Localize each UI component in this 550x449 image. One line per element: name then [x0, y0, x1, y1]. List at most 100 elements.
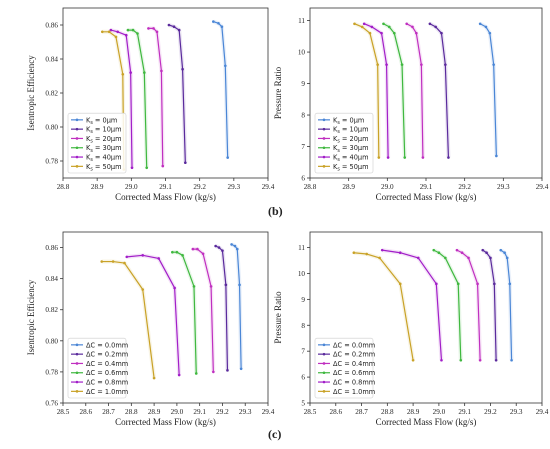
- legend-marker: [75, 352, 79, 356]
- data-point: [129, 71, 132, 74]
- x-tick-label: 29.4: [536, 183, 549, 191]
- y-tick-label: 11: [298, 244, 305, 252]
- data-point: [455, 248, 459, 252]
- data-point: [392, 31, 396, 35]
- legend-label: Ks = 30μm: [333, 144, 369, 154]
- x-tick-label: 29.3: [239, 408, 252, 416]
- legend-marker: [322, 390, 326, 393]
- data-point: [378, 256, 381, 260]
- data-point: [226, 156, 229, 159]
- x-tick-label: 29.0: [381, 183, 394, 191]
- data-point: [177, 28, 181, 32]
- x-tick-label: 29.1: [458, 408, 471, 416]
- data-point: [398, 251, 402, 255]
- series-2: [428, 21, 451, 159]
- data-point: [499, 248, 503, 252]
- series-3: [147, 26, 165, 168]
- legend-label: Ks = 40μm: [333, 153, 369, 163]
- data-point: [125, 255, 129, 259]
- data-point: [459, 358, 463, 362]
- data-point: [177, 373, 181, 377]
- data-point: [192, 285, 196, 288]
- legend-label: ΔC = 0.0mm: [333, 341, 375, 349]
- y-tick-label: 0.80: [45, 124, 58, 132]
- data-point: [447, 156, 450, 159]
- data-point: [209, 285, 213, 288]
- data-point: [223, 64, 227, 68]
- data-point: [191, 247, 195, 251]
- x-tick-label: 29.2: [458, 183, 471, 191]
- legend-marker: [322, 137, 326, 140]
- legend-marker: [75, 343, 79, 347]
- x-tick-label: 29.1: [420, 183, 433, 191]
- legend-label: ΔC = 0.2mm: [86, 351, 128, 359]
- plot-frame: [62, 231, 269, 404]
- chart-c-pr: 28.5 28.6 28.7 28.8 28.9 29.0 29.1 29.2 29.3 29.4…: [273, 231, 549, 427]
- data-point: [100, 260, 104, 263]
- series-2: [167, 23, 188, 164]
- data-point: [444, 256, 447, 260]
- series-1: [478, 21, 499, 158]
- legend-marker: [75, 380, 79, 384]
- y-axis-label: Isentropic Efficiency: [26, 55, 36, 131]
- legend-label: ΔC = 0.2mm: [333, 351, 375, 359]
- data-point: [152, 27, 155, 30]
- y-tick-label: 11: [298, 17, 305, 25]
- data-point: [124, 33, 128, 37]
- y-tick-label: 0.84: [45, 275, 58, 283]
- data-point: [510, 358, 513, 362]
- data-point: [152, 376, 156, 380]
- data-point: [377, 156, 381, 159]
- y-tick-label: 8: [301, 112, 305, 120]
- y-tick-label: 7: [301, 143, 305, 151]
- legend-marker: [322, 146, 326, 150]
- data-point: [233, 244, 237, 248]
- data-point: [493, 282, 496, 286]
- data-point: [141, 288, 145, 291]
- data-point: [478, 358, 482, 362]
- series-5: [125, 253, 182, 377]
- legend-marker: [75, 155, 79, 159]
- data-point: [488, 31, 492, 35]
- data-point: [503, 251, 506, 255]
- x-tick-label: 28.9: [407, 408, 420, 416]
- data-point: [440, 31, 443, 35]
- data-point: [143, 71, 146, 74]
- x-tick-label: 29.2: [216, 408, 229, 416]
- data-point: [136, 32, 139, 35]
- data-point: [161, 164, 165, 168]
- data-point: [107, 30, 111, 34]
- data-point: [416, 256, 420, 260]
- data-point: [221, 249, 224, 252]
- legend-label: Ks = 0μm: [86, 116, 117, 126]
- data-point: [155, 30, 159, 34]
- series-1: [212, 19, 230, 159]
- data-point: [370, 25, 374, 29]
- data-point: [109, 28, 113, 32]
- data-point: [444, 63, 447, 66]
- data-point: [380, 248, 384, 252]
- data-point: [147, 27, 150, 30]
- x-tick-label: 28.8: [304, 183, 317, 191]
- data-point: [100, 30, 104, 34]
- data-point: [368, 31, 372, 35]
- x-axis-label: Corrected Mass Flow (kg/s): [376, 417, 477, 427]
- series-1: [230, 242, 244, 371]
- series-shade: [405, 21, 425, 158]
- x-tick-label: 28.7: [355, 408, 368, 416]
- legend-label: Ks = 50μm: [333, 163, 369, 173]
- series-6: [100, 259, 157, 380]
- data-point: [145, 166, 149, 170]
- data-point: [485, 251, 488, 255]
- data-point: [131, 28, 135, 32]
- x-axis-label: Corrected Mass Flow (kg/s): [115, 417, 216, 427]
- series-shade: [481, 248, 499, 361]
- data-point: [141, 254, 145, 257]
- legend-label: Ks = 10μm: [86, 126, 122, 136]
- series-2: [214, 244, 230, 372]
- data-point: [201, 252, 205, 256]
